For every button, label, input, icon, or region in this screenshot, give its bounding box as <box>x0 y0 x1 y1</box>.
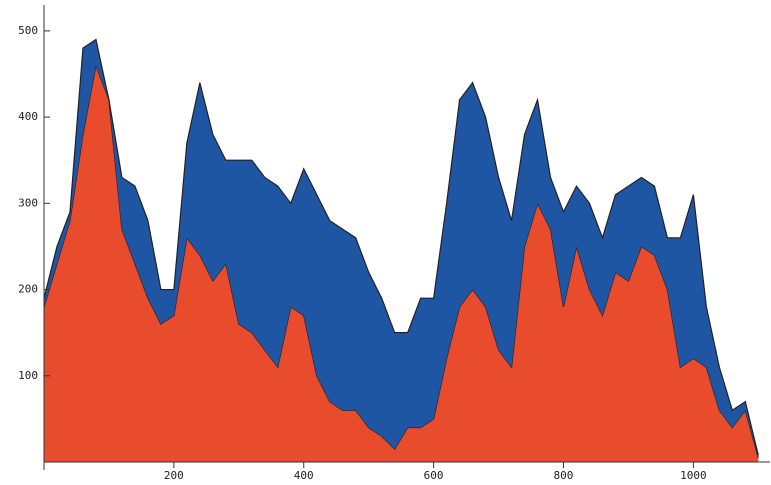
area-edge <box>43 38 759 456</box>
y-tick-label: 500 <box>18 24 38 37</box>
x-tick-label: 400 <box>294 469 314 482</box>
y-tick-label: 400 <box>18 110 38 123</box>
y-tick-label: 200 <box>18 283 38 296</box>
x-tick-label: 600 <box>424 469 444 482</box>
y-tick-label: 100 <box>18 369 38 382</box>
x-tick-label: 1000 <box>680 469 707 482</box>
area <box>44 39 759 458</box>
area <box>44 65 759 462</box>
x-tick-label: 800 <box>554 469 574 482</box>
x-tick-label: 200 <box>164 469 184 482</box>
y-tick-label: 300 <box>18 196 38 209</box>
